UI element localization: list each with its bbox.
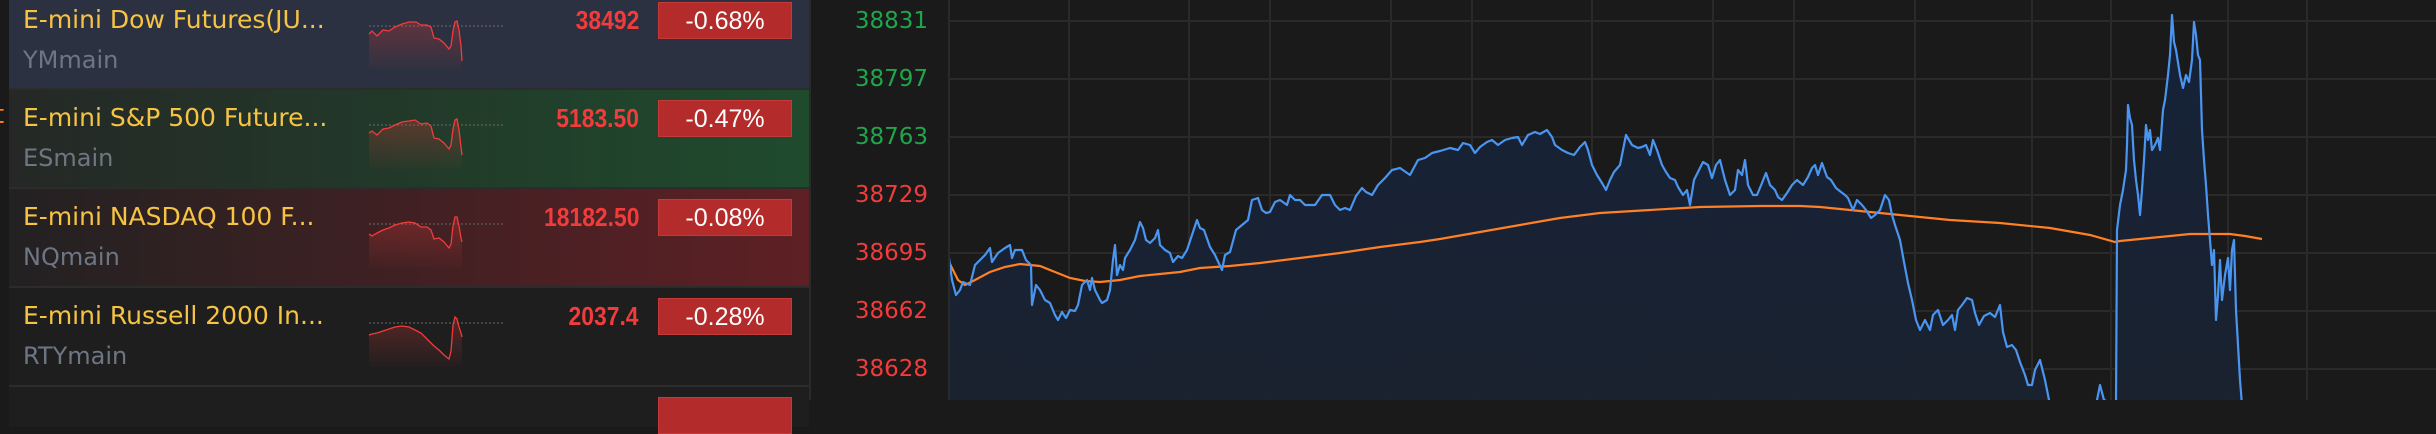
intraday-price-chart[interactable] — [948, 0, 2436, 400]
change-percent-badge: -0.28% — [658, 298, 792, 335]
instrument-name: E-mini Dow Futures(JU... — [23, 5, 325, 34]
change-percent-badge: -0.68% — [658, 2, 792, 39]
watchlist-row[interactable]: E-mini S&P 500 Future... ESmain 5183.50 … — [9, 90, 809, 189]
price-axis-tick: 38729 — [854, 182, 928, 208]
price-axis-tick: 38797 — [854, 66, 928, 92]
moving-average-line — [948, 204, 2263, 287]
price-axis-tick: 38763 — [854, 124, 928, 150]
last-price: 2037.4 — [569, 301, 639, 331]
watchlist-row[interactable]: E-mini Dow Futures(JU... YMmain 38492 -0… — [9, 0, 809, 90]
price-axis-tick: 38662 — [854, 298, 928, 324]
sparkline-chart — [368, 118, 505, 169]
instrument-name: E-mini NASDAQ 100 F... — [23, 202, 315, 231]
price-axis-tick: 38695 — [854, 240, 928, 266]
instrument-name: E-mini Russell 2000 In... — [23, 301, 324, 330]
watchlist-row[interactable]: E-mini Russell 2000 In... RTYmain 2037.4… — [9, 288, 809, 387]
price-line — [948, 13, 2243, 400]
price-axis-tick: 38628 — [854, 356, 928, 382]
watchlist-row[interactable]: E-mini NASDAQ 100 F... NQmain 18182.50 -… — [9, 189, 809, 288]
watchlist-row[interactable] — [9, 387, 809, 434]
sparkline-chart — [368, 20, 505, 70]
change-percent-badge — [658, 397, 792, 434]
sparkline-chart — [368, 315, 505, 367]
instrument-name: E-mini S&P 500 Future... — [23, 103, 328, 132]
last-price: 5183.50 — [556, 103, 639, 133]
instrument-code: RTYmain — [23, 342, 128, 370]
watchlist-panel: E-mini Dow Futures(JU... YMmain 38492 -0… — [9, 0, 811, 434]
cut-off-label: t — [0, 100, 4, 130]
change-percent-badge: -0.47% — [658, 100, 792, 137]
price-axis: 38831 38797 38763 38729 38695 38662 38628 — [812, 0, 948, 400]
instrument-code: NQmain — [23, 243, 120, 271]
change-percent-badge: -0.08% — [658, 199, 792, 236]
instrument-code: ESmain — [23, 144, 114, 172]
sparkline-chart — [368, 216, 505, 268]
last-price: 38492 — [575, 5, 639, 35]
instrument-code: YMmain — [23, 46, 119, 74]
last-price: 18182.50 — [543, 202, 639, 232]
price-axis-tick: 38831 — [854, 8, 928, 34]
